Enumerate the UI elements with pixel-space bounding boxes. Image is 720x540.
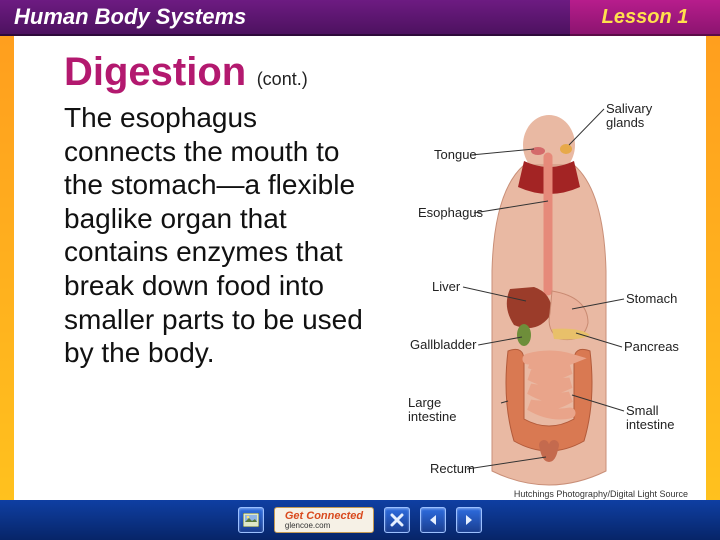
svg-text:Rectum: Rectum <box>430 461 475 476</box>
svg-text:Salivaryglands: Salivaryglands <box>606 101 653 130</box>
image-credit: Hutchings Photography/Digital Light Sour… <box>514 489 688 499</box>
close-icon[interactable] <box>384 507 410 533</box>
svg-text:Stomach: Stomach <box>626 291 677 306</box>
title-cont: (cont.) <box>257 69 308 89</box>
svg-text:Tongue: Tongue <box>434 147 477 162</box>
svg-text:Esophagus: Esophagus <box>418 205 484 220</box>
svg-text:Largeintestine: Largeintestine <box>408 395 456 424</box>
gallery-icon[interactable] <box>238 507 264 533</box>
digestive-diagram: Salivaryglands Tongue Esophagus Liver Stomac… <box>374 101 694 501</box>
get-connected-line1: Get Connected <box>285 511 363 522</box>
svg-text:Pancreas: Pancreas <box>624 339 679 354</box>
title-text: Digestion <box>64 50 246 94</box>
page-title: Digestion (cont.) <box>64 50 688 95</box>
footer-bar: Get Connected glencoe.com <box>0 500 720 540</box>
get-connected-line2: glencoe.com <box>285 522 363 530</box>
svg-text:Gallbladder: Gallbladder <box>410 337 477 352</box>
next-icon[interactable] <box>456 507 482 533</box>
svg-text:Smallintestine: Smallintestine <box>626 403 674 432</box>
get-connected-button[interactable]: Get Connected glencoe.com <box>274 507 374 533</box>
header-lesson: Lesson 1 <box>570 0 720 36</box>
prev-icon[interactable] <box>420 507 446 533</box>
body-text: The esophagus connects the mouth to the … <box>64 101 364 501</box>
header-title: Human Body Systems <box>0 0 570 36</box>
svg-text:Liver: Liver <box>432 279 461 294</box>
